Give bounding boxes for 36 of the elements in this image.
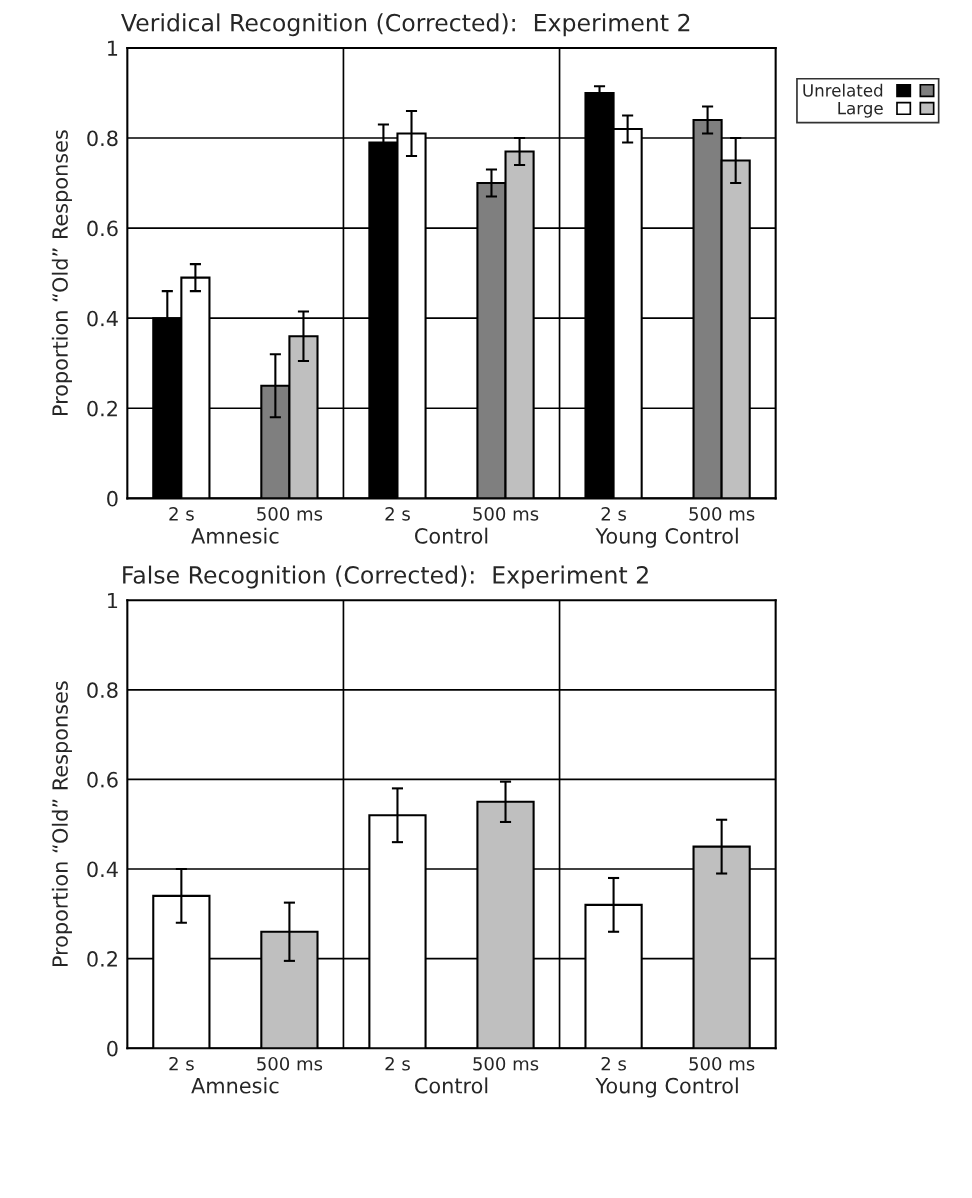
y-axis-title: Proportion “Old” Responses (51, 681, 72, 967)
chart-title: Veridical Recognition (Corrected): Experiment 2 (121, 13, 690, 37)
x-tick-label: 2 s (385, 507, 410, 521)
x-tick-label: 500 ms (689, 507, 755, 521)
text: Amnesic (191, 1077, 279, 1094)
y-tick-label: 0.2 (87, 400, 117, 417)
x-tick-label: 500 ms (257, 507, 323, 521)
text: Control (415, 1077, 488, 1094)
y-tick-label: 0.8 (87, 682, 118, 699)
x-tick-label: 500 ms (257, 1056, 323, 1071)
x-tick-label: 2 s (169, 507, 194, 521)
x-tick-label: 2 s (385, 1056, 410, 1071)
y-tick-label: 1 (108, 592, 118, 609)
y-tick-label: 0.8 (87, 130, 118, 147)
text: Young Control (595, 527, 738, 548)
y-tick-label: 0.4 (87, 861, 118, 878)
y-axis-title: Proportion “Old” Responses (51, 130, 72, 416)
y-tick-label: 0.4 (87, 310, 118, 327)
y-tick-label: 0.6 (87, 771, 118, 788)
chart-title: False Recognition (Corrected): Experiment 2 (123, 565, 648, 589)
legend-label: Large (838, 102, 883, 118)
x-tick-label: 500 ms (473, 507, 539, 521)
y-tick-label: 0.6 (87, 220, 118, 237)
text: Control (415, 527, 488, 544)
x-tick-label: 500 ms (473, 1056, 539, 1071)
text: Young Control (595, 1077, 738, 1098)
y-tick-label: 1 (108, 40, 118, 56)
y-tick-label: 0 (107, 1040, 118, 1057)
y-tick-label: 0 (107, 490, 118, 507)
x-tick-label: 2 s (601, 507, 627, 521)
text: Amnesic (191, 527, 279, 544)
legend-label: Unrelated (803, 83, 883, 97)
x-tick-label: 2 s (601, 1056, 627, 1071)
x-tick-label: 500 ms (689, 1056, 755, 1071)
x-tick-label: 2 s (169, 1056, 194, 1071)
y-tick-label: 0.2 (87, 951, 117, 967)
